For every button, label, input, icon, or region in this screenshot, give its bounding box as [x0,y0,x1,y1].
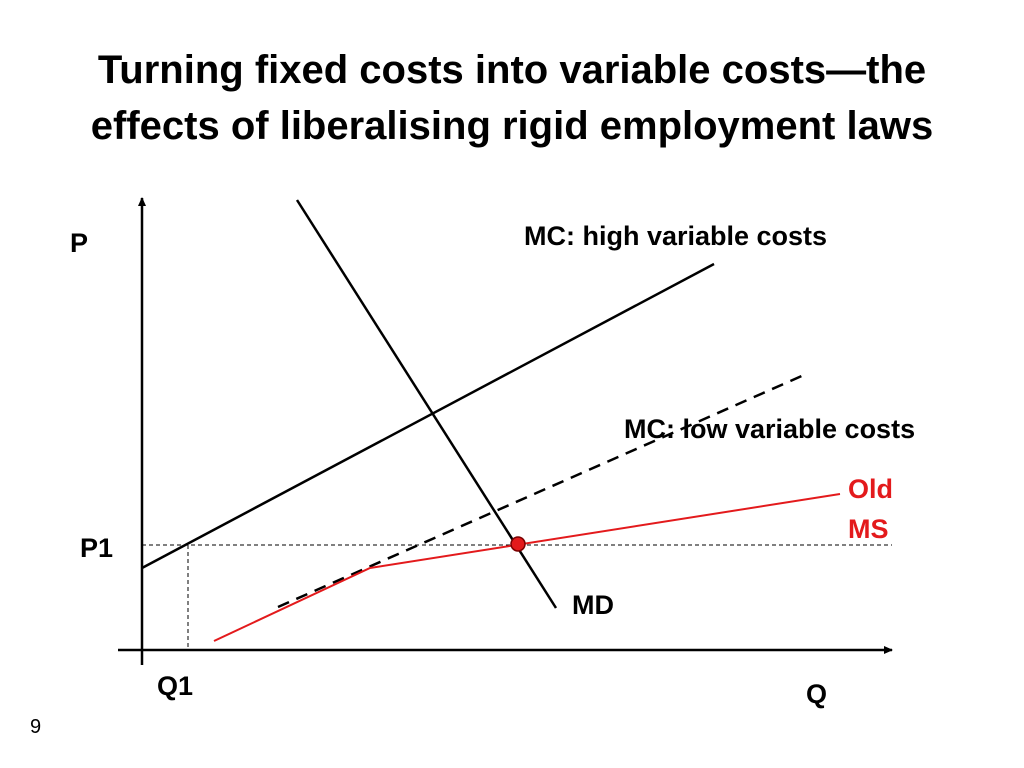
old-ms-curve [213,493,841,642]
slide-title-line-2: effects of liberalising rigid employment… [90,104,934,148]
p1-label: P1 [80,533,113,563]
equilibrium-point [510,536,526,552]
mc-high-label: MC: high variable costs [524,221,827,251]
mc-low-curve [277,373,805,609]
md-label: MD [572,590,614,620]
mc-low-label: MC: low variable costs [624,414,915,444]
page-number: 9 [30,716,42,738]
slide-title: Turning fixed costs into variable costs—… [0,42,1024,154]
slide-title-line-1: Turning fixed costs into variable costs—… [97,48,927,92]
old-ms-label-line-2: MS [848,514,889,544]
x-axis-label: Q [806,679,827,709]
y-axis-label: P [70,228,88,258]
q1-label: Q1 [157,671,193,701]
mc-high-curve [141,262,715,570]
old-ms-label-line-1: Old [848,474,893,504]
